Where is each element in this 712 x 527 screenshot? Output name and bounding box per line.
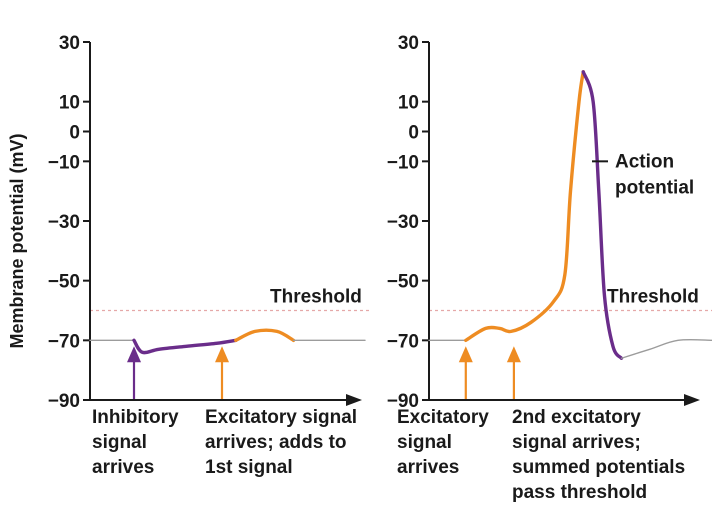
y-tick-label: −30: [48, 212, 80, 233]
stimulus-arrowhead: [458, 346, 473, 363]
stimulus-label: Excitatory signal arrives: [397, 407, 489, 478]
series-line: [581, 70, 624, 360]
stimulus-label: 2nd excitatory signal arrives; summed pote…: [512, 407, 685, 503]
y-tick-label: 30: [398, 33, 419, 54]
y-tick-label: −90: [387, 391, 419, 412]
action-potential-label: Action potential: [615, 151, 694, 198]
stimulus-arrowhead: [506, 346, 521, 363]
y-tick-label: 10: [398, 93, 419, 114]
x-axis-arrowhead: [684, 394, 700, 406]
series-line: [620, 338, 712, 359]
y-tick-label: −10: [48, 152, 80, 173]
y-tick-label: −90: [48, 391, 80, 412]
threshold-label: Threshold: [270, 287, 362, 308]
y-tick-label: −50: [48, 272, 80, 293]
y-tick-label: 0: [408, 123, 419, 144]
stimulus-arrowhead: [127, 346, 141, 363]
y-tick-label: 30: [59, 33, 80, 54]
y-tick-label: −70: [48, 331, 80, 352]
stimulus-arrowhead: [215, 346, 229, 363]
y-tick-label: −30: [387, 212, 419, 233]
x-axis-arrowhead: [346, 394, 362, 406]
y-axis-title: Membrane potential (mV): [7, 133, 27, 348]
y-tick-label: 0: [69, 123, 80, 144]
stimulus-label: Inhibitory signal arrives: [92, 407, 179, 478]
y-tick-label: 10: [59, 93, 80, 114]
y-tick-label: −50: [387, 272, 419, 293]
threshold-label: Threshold: [607, 287, 699, 308]
series-line: [132, 338, 238, 355]
series-line: [234, 328, 296, 343]
stimulus-label: Excitatory signal arrives; adds to 1st sig…: [205, 407, 357, 478]
y-tick-label: −10: [387, 152, 419, 173]
series-line: [464, 70, 585, 343]
y-tick-label: −70: [387, 331, 419, 352]
